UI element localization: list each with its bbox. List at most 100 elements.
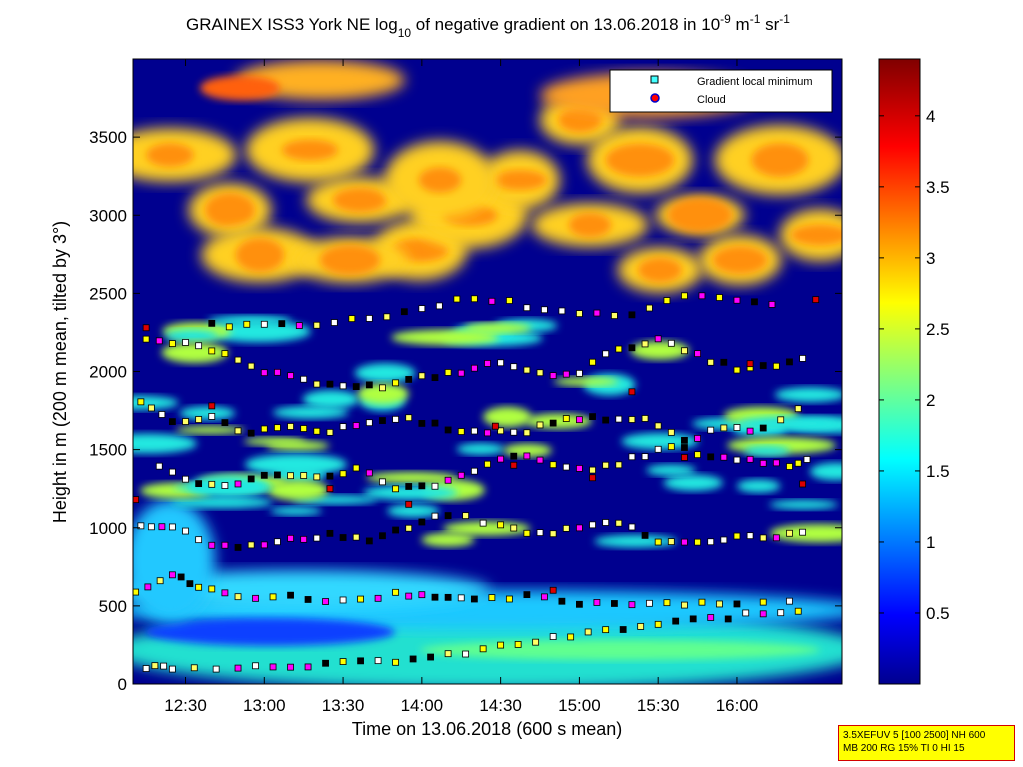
heat-blob <box>332 187 388 213</box>
gradient-minimum-marker <box>488 297 496 305</box>
gradient-minimum-marker <box>252 662 259 670</box>
gradient-minimum-marker <box>615 415 623 423</box>
gradient-minimum-marker <box>313 321 321 329</box>
colorbar-tick-label: 1 <box>926 533 935 552</box>
gradient-minimum-marker <box>295 322 303 329</box>
gradient-minimum-marker <box>155 337 163 345</box>
gradient-minimum-marker <box>720 453 728 461</box>
gradient-minimum-marker <box>654 422 662 430</box>
gradient-minimum-marker <box>177 573 185 581</box>
y-tick-label: 1000 <box>89 519 127 538</box>
gradient-minimum-marker <box>628 601 636 609</box>
cloud-marker <box>628 388 636 396</box>
gradient-minimum-marker <box>562 370 570 378</box>
gradient-minimum-marker <box>681 436 688 444</box>
gradient-minimum-marker <box>208 541 216 549</box>
gradient-minimum-marker <box>392 658 399 666</box>
heat-blob <box>133 570 490 610</box>
gradient-minimum-marker <box>431 482 439 490</box>
gradient-minimum-marker <box>510 452 518 460</box>
cloud-marker <box>510 461 518 469</box>
heat-blob <box>442 521 531 536</box>
gradient-minimum-marker <box>444 593 452 601</box>
gradient-minimum-marker <box>641 531 649 539</box>
gradient-minimum-marker <box>247 475 255 483</box>
gradient-minimum-marker <box>168 571 176 579</box>
gradient-minimum-marker <box>379 478 386 486</box>
gradient-minimum-marker <box>549 461 557 469</box>
heat-blob <box>418 167 462 193</box>
gradient-minimum-marker <box>431 593 439 601</box>
gradient-minimum-marker <box>457 471 465 479</box>
gradient-minimum-marker <box>444 476 452 484</box>
gradient-minimum-marker <box>628 311 636 319</box>
heat-blob <box>769 523 842 543</box>
gradient-minimum-marker <box>300 472 308 479</box>
gradient-minimum-marker <box>540 593 548 601</box>
gradient-minimum-marker <box>562 463 570 471</box>
gradient-minimum-marker <box>576 600 583 608</box>
gradient-minimum-marker <box>435 302 443 310</box>
gradient-minimum-marker <box>479 645 487 653</box>
heat-blob <box>553 377 619 387</box>
gradient-minimum-marker <box>667 443 675 451</box>
gradient-minimum-marker <box>602 350 610 358</box>
gradient-minimum-marker <box>418 482 426 490</box>
heatmap-plot-area <box>133 59 842 684</box>
heat-blob <box>667 197 733 233</box>
gradient-minimum-marker <box>234 356 242 364</box>
gradient-minimum-marker <box>641 453 649 460</box>
gradient-minimum-marker <box>365 381 373 389</box>
gradient-minimum-marker <box>252 594 259 602</box>
cloud-marker <box>681 454 688 461</box>
gradient-minimum-marker <box>698 292 706 300</box>
gradient-minimum-marker <box>182 475 189 483</box>
gradient-minimum-marker <box>313 473 321 481</box>
gradient-minimum-marker <box>786 597 793 605</box>
gradient-minimum-marker <box>392 526 399 534</box>
gradient-minimum-marker <box>611 312 618 320</box>
heat-blob <box>161 342 228 364</box>
x-tick-label: 13:30 <box>322 696 365 715</box>
y-axis-label: Height in m (200 m mean, tilted by 3°) <box>50 221 70 523</box>
gradient-minimum-marker <box>405 414 413 422</box>
gradient-minimum-marker <box>759 598 767 606</box>
gradient-minimum-marker <box>523 429 531 437</box>
gradient-minimum-marker <box>418 420 426 427</box>
y-tick-label: 3000 <box>89 206 127 225</box>
gradient-minimum-marker <box>352 464 360 472</box>
gradient-minimum-marker <box>431 512 439 520</box>
legend: Gradient local minimum Cloud <box>609 69 833 113</box>
gradient-minimum-marker <box>392 415 399 423</box>
cloud-marker <box>208 402 216 410</box>
x-tick-label: 14:00 <box>401 696 444 715</box>
gradient-minimum-marker <box>392 485 399 493</box>
gradient-minimum-marker <box>602 416 610 424</box>
heat-blob <box>319 244 381 276</box>
gradient-minimum-marker <box>593 309 601 317</box>
gradient-minimum-marker <box>707 453 715 461</box>
gradient-minimum-marker <box>751 298 758 306</box>
gradient-minimum-marker <box>225 323 233 331</box>
gradient-minimum-marker <box>195 480 203 488</box>
gradient-minimum-marker <box>212 665 220 673</box>
gradient-minimum-marker <box>746 532 754 540</box>
heat-blob <box>605 143 675 177</box>
gradient-minimum-marker <box>147 523 155 531</box>
gradient-minimum-marker <box>799 528 807 536</box>
gradient-minimum-marker <box>392 588 399 596</box>
heat-blob <box>207 315 292 325</box>
gradient-minimum-marker <box>615 461 623 469</box>
heat-blob <box>165 329 219 342</box>
gradient-minimum-marker <box>379 417 386 424</box>
gradient-minimum-marker <box>497 641 505 649</box>
y-tick-label: 1500 <box>89 441 127 460</box>
gradient-minimum-marker <box>794 459 802 467</box>
gradient-minimum-marker <box>365 315 373 322</box>
gradient-minimum-marker <box>260 425 268 433</box>
gradient-minimum-marker <box>234 480 242 488</box>
gradient-minimum-marker <box>549 633 557 640</box>
heat-blob <box>146 143 194 167</box>
heat-blob <box>493 169 547 191</box>
gradient-minimum-marker <box>339 382 347 390</box>
